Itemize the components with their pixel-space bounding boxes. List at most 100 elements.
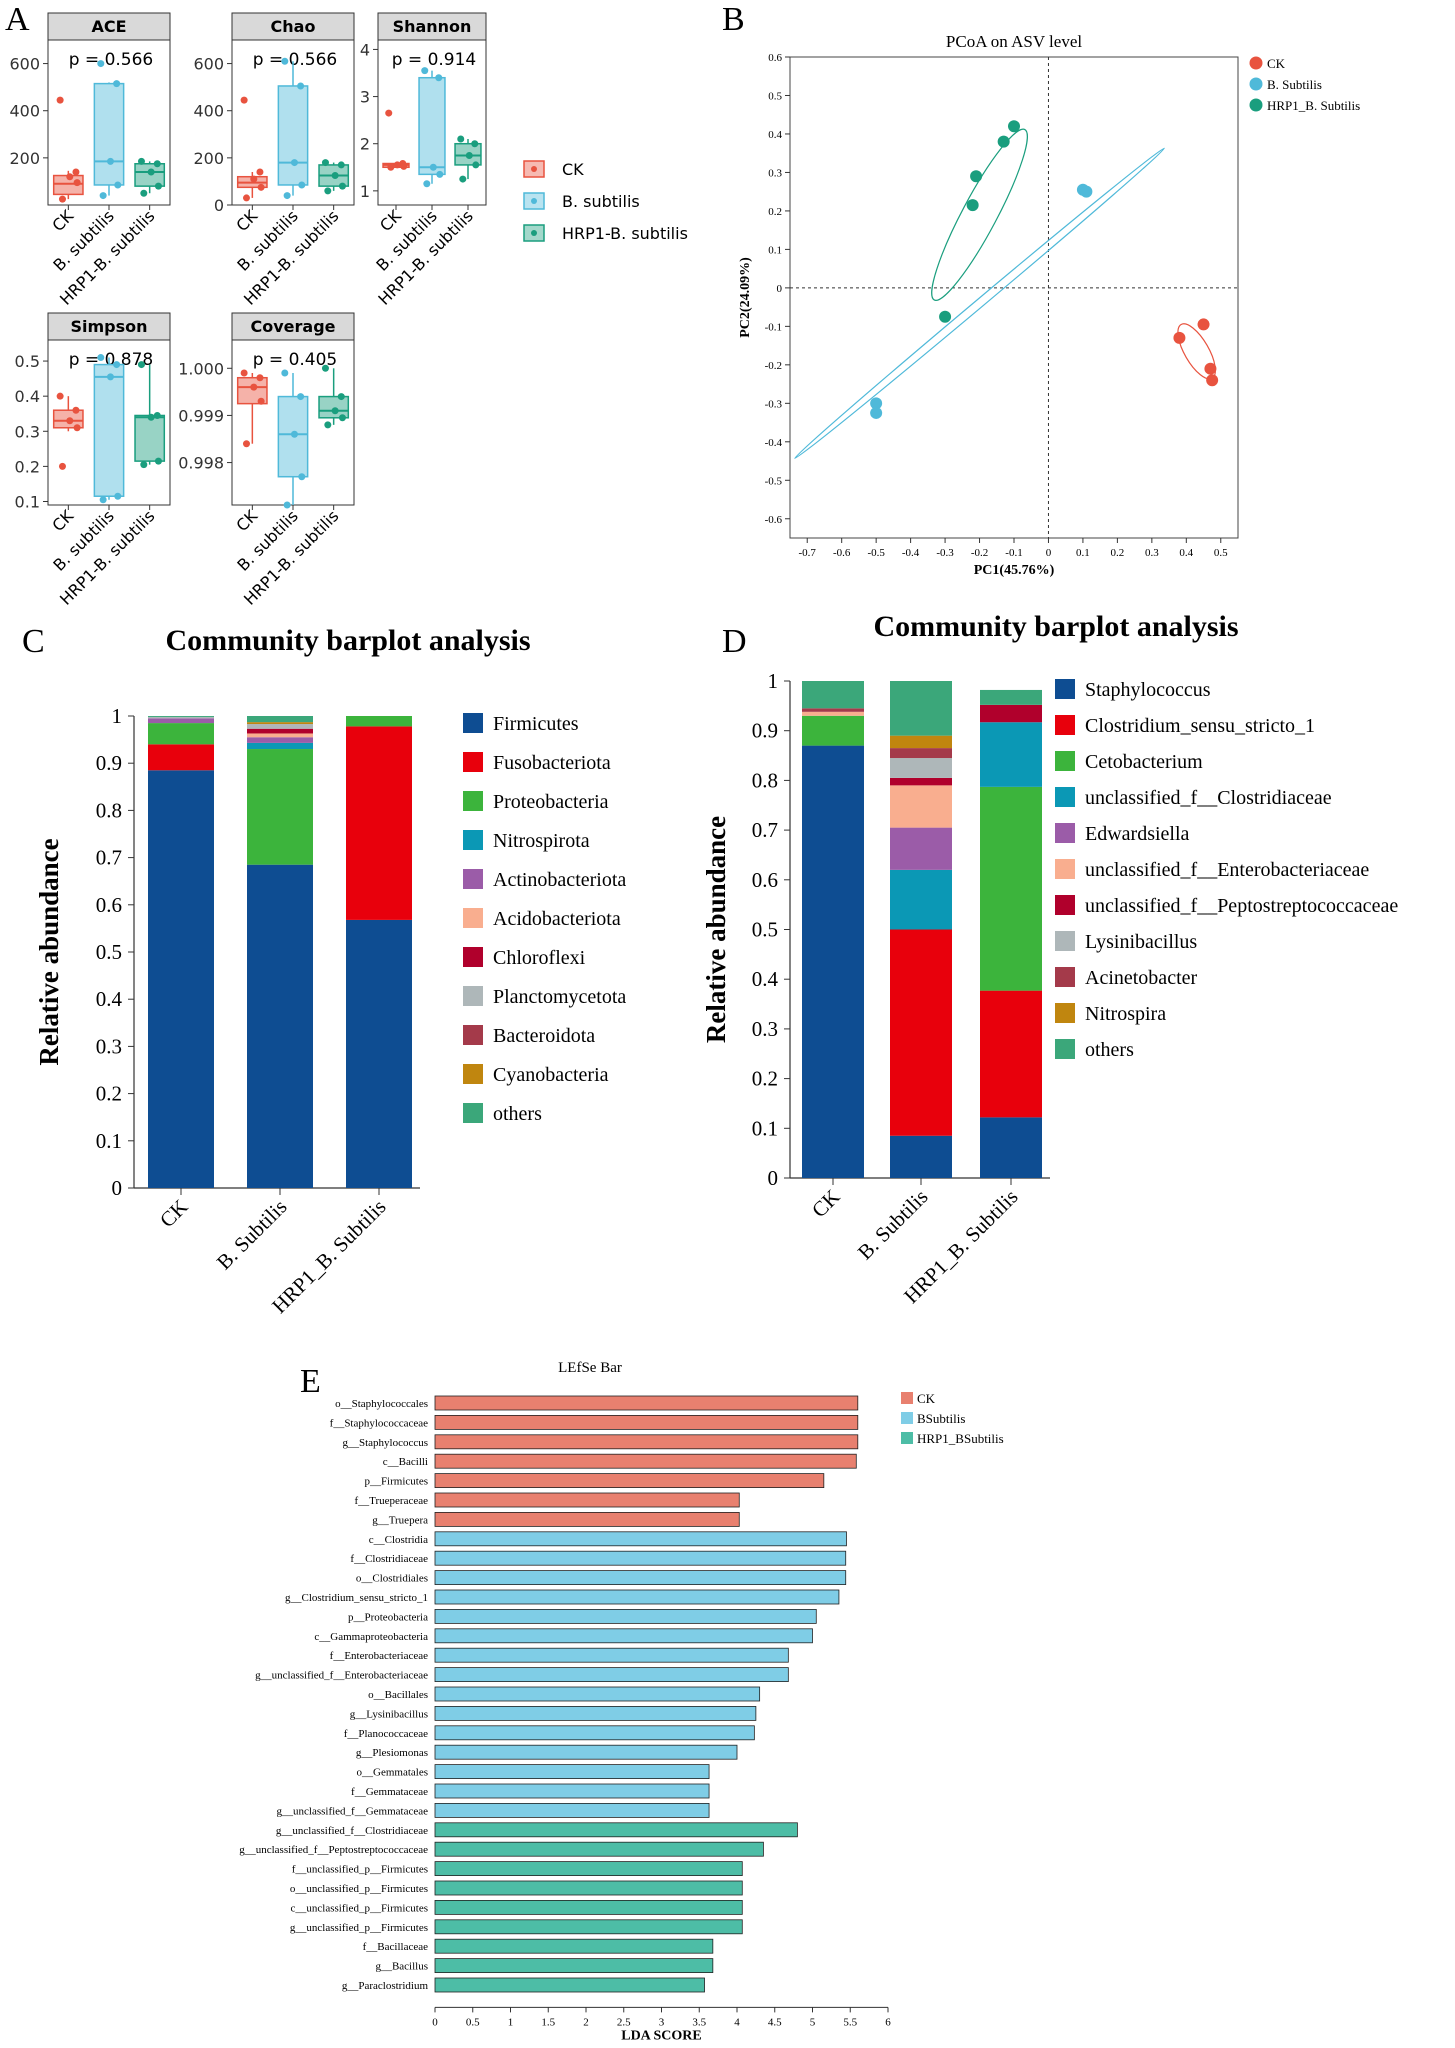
legend-label: Cyanobacteria (493, 1064, 609, 1086)
legend-label: Cetobacterium (1085, 751, 1203, 773)
bar-segment (890, 827, 952, 870)
y-tick-label: 0.2 (96, 1082, 122, 1106)
bar-segment (890, 735, 952, 749)
box-hrp1-b-subtilis (318, 364, 350, 429)
p-value: p = 0.878 (69, 350, 154, 370)
legend-key (463, 1025, 483, 1045)
legend-key (463, 1103, 483, 1123)
box (93, 82, 125, 186)
legend-label: Chloroflexi (493, 947, 586, 969)
y-tick-label: -0.2 (765, 360, 782, 372)
bar-segment (247, 716, 313, 723)
facet-title: ACE (91, 17, 126, 36)
chart-title: LEfSe Bar (558, 1360, 622, 1376)
y-tick-label: 0.1 (96, 1129, 122, 1153)
sample-point (338, 182, 346, 190)
bar-label: g__Plesiomonas (356, 1747, 428, 1759)
legend-key (1249, 56, 1263, 70)
bar-segment (980, 704, 1042, 723)
y-tick-label: 0.4 (96, 987, 123, 1011)
sample-point (66, 417, 74, 425)
box-hrp1-b-subtilis (318, 159, 350, 195)
y-tick-label: 0.5 (752, 918, 778, 942)
lda-bar (434, 1492, 740, 1508)
bar-label: g__Staphylococcus (342, 1437, 428, 1449)
bar-label: g__Clostridium_sensu_stricto_1 (285, 1592, 428, 1604)
legend-label: Actinobacteriota (493, 869, 626, 891)
legend-label: Fusobacteriota (493, 752, 611, 774)
confidence-ellipse (931, 128, 1028, 301)
stacked-bar-hrp1-b-subtilis (980, 689, 1042, 1178)
sample-point (140, 461, 148, 469)
sample-point (421, 67, 429, 75)
lda-bar (434, 1395, 859, 1411)
legend: Staphylococcus Clostridium_sensu_stricto_… (1055, 679, 1398, 1061)
y-tick-label: 0.999 (178, 406, 224, 425)
sample-point (457, 135, 465, 143)
legend-label: Nitrospira (1085, 1003, 1166, 1025)
y-axis-label: PC2(24.09%) (738, 257, 753, 338)
y-tick-label: 400 (9, 102, 40, 121)
sample-point (1173, 331, 1186, 344)
lda-bar (434, 1550, 847, 1566)
panel-a-alpha-diversity: ACE 200 400 600 p = 0.566 CK B. subtilis HRP1-B… (9, 12, 688, 609)
y-tick-label: 0.998 (178, 454, 224, 473)
lda-bar (434, 1841, 764, 1857)
panel-b-pcoa: PCoA on ASV level -0.7 -0.6 -0.5 -0.4 -0.3 -0.… (738, 32, 1360, 578)
bar-segment (980, 1117, 1042, 1178)
sample-point (250, 175, 258, 183)
lda-bar (434, 1919, 743, 1935)
x-tick-label: -0.6 (833, 547, 851, 559)
lda-bar (434, 1473, 825, 1488)
bar-label: o__Clostridiales (356, 1573, 428, 1585)
bar-segment (247, 737, 313, 743)
legend: CK BSubtilis HRP1_BSubtilis (901, 1391, 1004, 1446)
facet-strip (231, 312, 355, 341)
sample-point (73, 179, 81, 187)
bar-segment (346, 716, 412, 727)
bar-label: p__Proteobacteria (348, 1611, 428, 1623)
sample-point (73, 424, 81, 432)
y-tick-label: 0.6 (768, 52, 782, 64)
bar-label: f__Bacillaceae (363, 1941, 428, 1953)
sample-point (393, 161, 401, 169)
legend-key (463, 713, 483, 733)
box-ck (236, 96, 268, 202)
legend-key (1055, 787, 1075, 807)
bar-segment (148, 718, 214, 724)
x-tick-label: CK (232, 206, 261, 235)
sample-point (97, 354, 105, 362)
sample-point (56, 392, 64, 400)
bar-label: p__Firmicutes (364, 1476, 428, 1488)
legend-label: Acidobacteriota (493, 908, 621, 930)
y-tick-label: 1.000 (178, 359, 224, 378)
box (134, 414, 166, 462)
bar-label: f__Enterobacteriaceae (330, 1650, 428, 1662)
box-hrp1-b-subtilis (454, 135, 482, 183)
sample-point (324, 421, 332, 429)
lda-bar (434, 1744, 738, 1760)
legend-key (463, 830, 483, 850)
lda-bar (434, 1822, 798, 1838)
legend-key (1055, 859, 1075, 879)
series-hrp1-b-subtilis (931, 120, 1028, 323)
bar-segment (247, 722, 313, 725)
sample-point (137, 157, 145, 165)
bar-label: g__unclassified_f__Gemmataceae (277, 1805, 429, 1817)
facet-title: Shannon (393, 17, 472, 36)
lda-bar (434, 1764, 710, 1779)
legend-label: CK (917, 1391, 936, 1406)
box-b-subtilis (93, 60, 125, 200)
legend-key (1055, 967, 1075, 987)
x-tick-label: 0 (1046, 547, 1052, 559)
sample-point (257, 397, 265, 405)
bar-segment (148, 770, 214, 1188)
bar-label: g__Paraclostridium (342, 1980, 429, 1992)
bar-segment (247, 724, 313, 729)
bar-segment (247, 864, 313, 1188)
lda-bar (434, 1783, 710, 1799)
sample-point (283, 501, 291, 509)
y-tick-label: 0.2 (752, 1067, 778, 1091)
sample-point (423, 180, 431, 188)
